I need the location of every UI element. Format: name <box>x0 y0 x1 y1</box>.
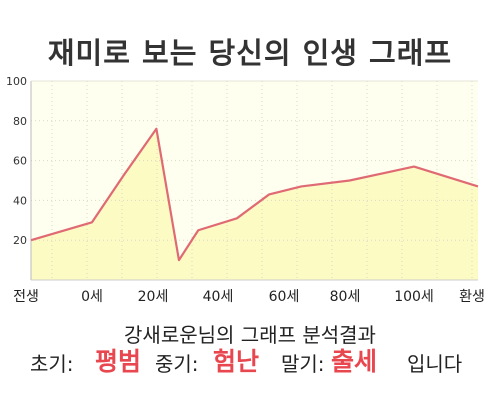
result-heading: 강새로운님의 그래프 분석결과 <box>124 323 376 347</box>
x-tick-label: 0세 <box>81 289 103 305</box>
x-tick-label: 100세 <box>394 289 434 305</box>
x-tick-label: 환생 <box>459 289 485 305</box>
mid-label: 중기: <box>155 352 199 376</box>
life-graph-chart: 20 40 60 80 100 전생 0세 20세 40세 60세 80세 100세 환생 <box>6 75 485 305</box>
y-tick-label: 40 <box>13 194 27 207</box>
x-tick-label: 60세 <box>269 289 300 305</box>
y-tick-label: 60 <box>13 155 27 168</box>
page-title: 재미로 보는 당신의 인생 그래프 <box>47 36 453 70</box>
x-tick-label: 전생 <box>13 289 39 305</box>
x-tick-label: 80세 <box>330 289 361 305</box>
series-line <box>30 127 479 262</box>
late-label: 말기: <box>281 352 325 376</box>
y-tick-label: 100 <box>6 75 27 88</box>
mid-value: 험난 <box>213 347 260 376</box>
y-tick-label: 20 <box>13 234 27 247</box>
result-suffix: 입니다 <box>407 352 463 376</box>
x-tick-label: 20세 <box>138 289 169 305</box>
result-summary: 초기: 평범 중기: 험난 말기: 출세 입니다 <box>0 346 500 382</box>
late-value: 출세 <box>331 347 378 376</box>
y-tick-label: 80 <box>13 115 27 128</box>
area-fill <box>31 128 478 280</box>
early-label: 초기: <box>30 352 74 376</box>
early-value: 평범 <box>95 347 142 376</box>
x-tick-label: 40세 <box>203 289 234 305</box>
